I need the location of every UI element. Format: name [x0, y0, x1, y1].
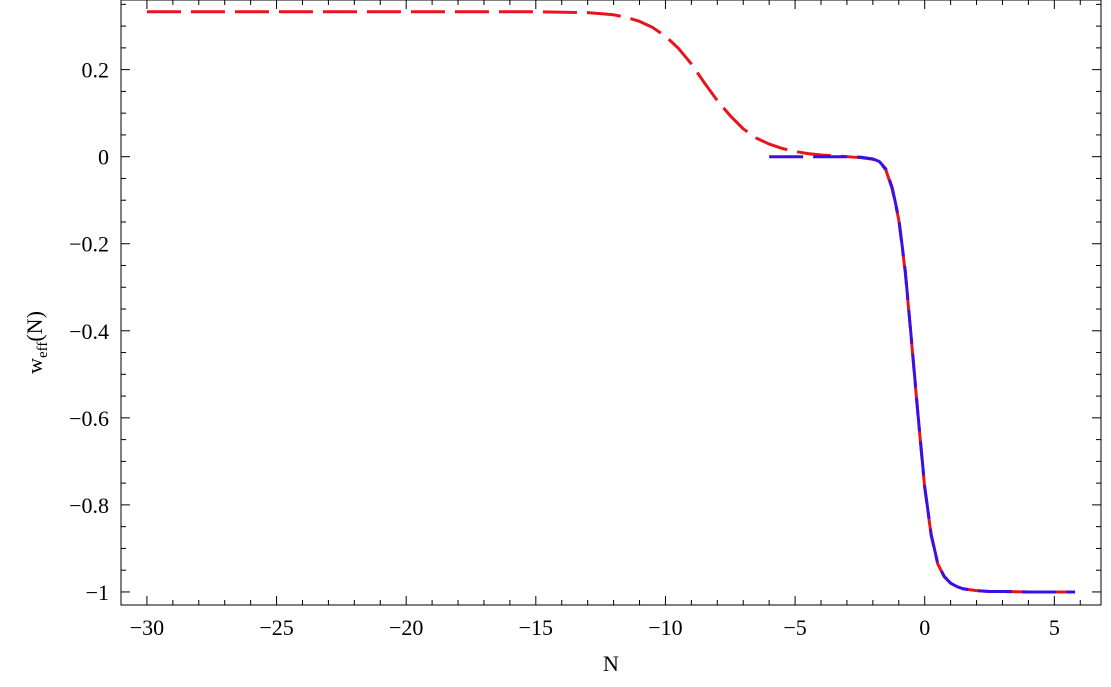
y-axis-ticks: 0.2 0 −0.2 −0.4 −0.6 −0.8 −1: [69, 3, 1101, 605]
y-tick-label: −0.6: [69, 406, 109, 431]
x-tick-label: −5: [783, 615, 806, 640]
y-axis-label-suffix: (N): [22, 311, 47, 342]
y-tick-label: −1: [86, 580, 109, 605]
x-tick-label: −10: [648, 615, 682, 640]
y-axis-label: weff(N): [22, 311, 51, 374]
y-tick-label: 0.2: [82, 58, 110, 83]
y-axis-label-subscript: eff: [35, 342, 51, 358]
plot-frame: [120, 0, 1102, 606]
y-tick-label: −0.4: [69, 319, 109, 344]
x-tick-label: −15: [519, 615, 553, 640]
x-tick-label: 5: [1049, 615, 1060, 640]
x-axis-ticks: −30 −25 −20 −15 −10 −5 0 5: [120, 0, 1081, 640]
x-tick-label: −30: [130, 615, 164, 640]
series-layer: [146, 10, 1076, 594]
x-tick-label: −25: [259, 615, 293, 640]
y-tick-label: −0.8: [69, 493, 109, 518]
x-axis-label: N: [603, 651, 619, 676]
y-axis-label-main: w: [22, 358, 47, 374]
series-line-1: [146, 10, 1076, 594]
x-tick-label: −20: [389, 615, 423, 640]
y-tick-label: −0.2: [69, 232, 109, 257]
series-line-2: [769, 155, 1076, 594]
y-tick-label: 0: [98, 145, 109, 170]
x-tick-label: 0: [919, 615, 930, 640]
